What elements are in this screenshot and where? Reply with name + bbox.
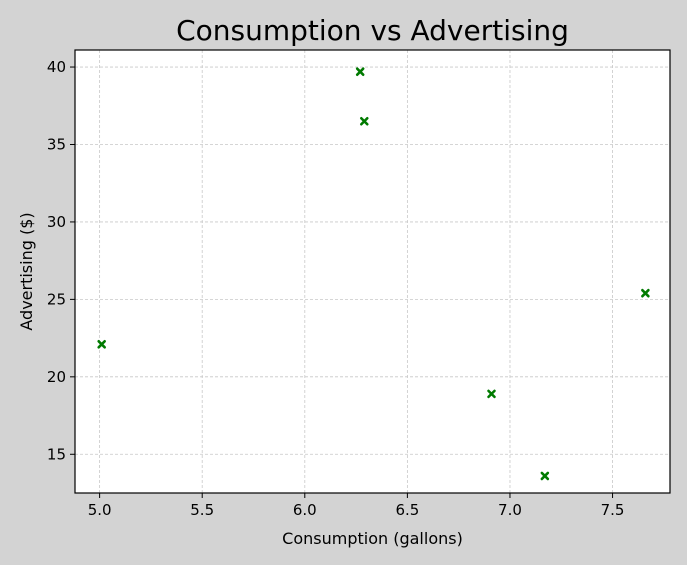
plot-frame: [74, 49, 671, 494]
chart-title: Consumption vs Advertising: [176, 14, 569, 47]
plot-area: [75, 50, 670, 493]
y-tick-label: 30: [47, 213, 66, 231]
x-tick-label: 5.5: [190, 501, 214, 519]
x-tick-label: 5.0: [88, 501, 112, 519]
y-tick-label: 20: [47, 368, 66, 386]
data-point: [487, 389, 496, 399]
data-point: [540, 471, 550, 481]
y-tick-label: 40: [47, 58, 66, 76]
y-axis-label: Advertising ($): [17, 212, 36, 330]
x-axis-ticks: 5.0 5.5 6.0 6.5 7.0 7.5: [88, 493, 625, 519]
y-axis-ticks: 15 20 25 30 35 40: [47, 58, 75, 463]
x-tick-label: 7.0: [498, 501, 522, 519]
data-points: [97, 67, 650, 481]
x-tick-label: 6.0: [293, 501, 317, 519]
grid: [75, 50, 670, 493]
y-tick-label: 15: [47, 445, 66, 463]
x-axis-label: Consumption (gallons): [282, 529, 463, 548]
x-tick-label: 7.5: [601, 501, 625, 519]
y-tick-label: 35: [47, 135, 66, 153]
data-point: [97, 340, 106, 349]
data-point: [641, 288, 650, 298]
data-point: [359, 116, 369, 126]
y-tick-label: 25: [47, 290, 66, 308]
data-point: [355, 67, 365, 76]
x-tick-label: 6.5: [395, 501, 419, 519]
